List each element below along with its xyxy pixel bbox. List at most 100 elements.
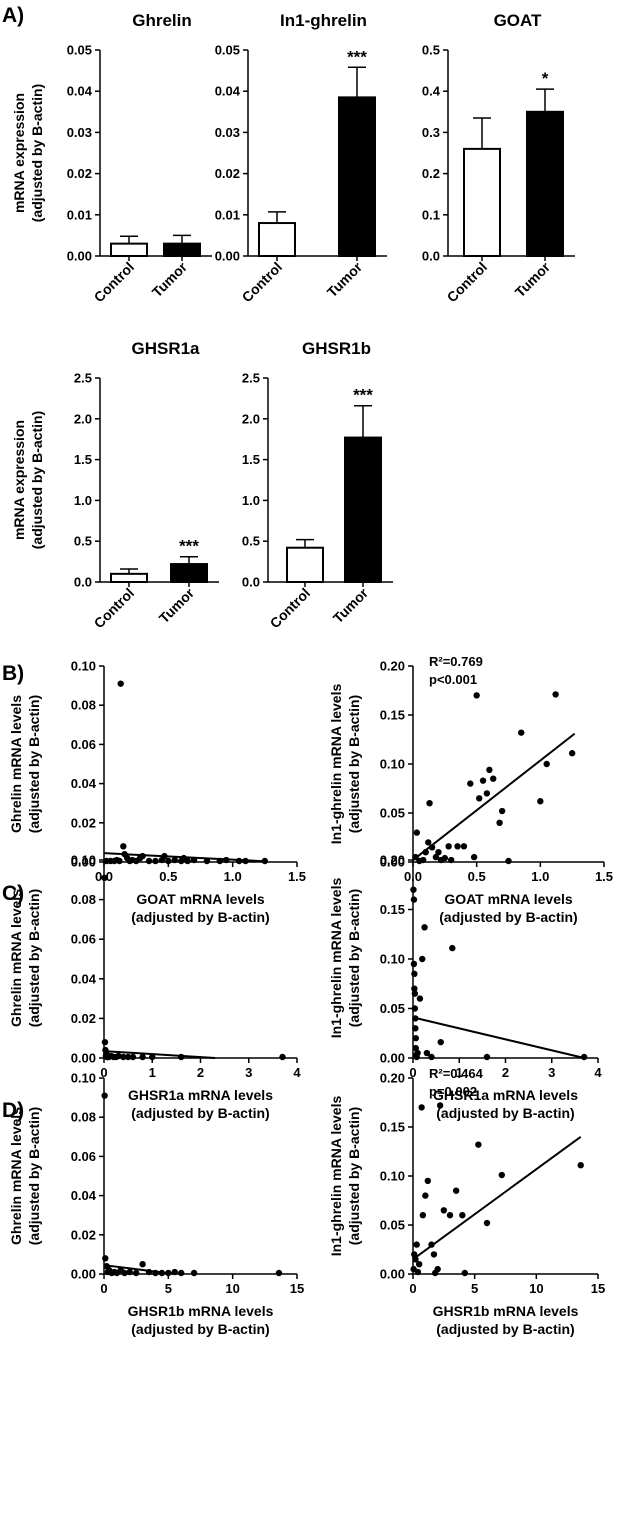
bar <box>338 96 376 257</box>
data-point <box>486 766 493 774</box>
y-tick-label: 0.15 <box>380 1120 405 1135</box>
panel-label-d: D) <box>2 1099 24 1122</box>
x-tick-label: Control <box>239 259 286 306</box>
data-point <box>413 829 421 836</box>
stat-annotation: R²=0.769 <box>429 654 483 669</box>
x-tick-label: 2 <box>502 1065 509 1080</box>
x-tick-label: 15 <box>290 1281 304 1296</box>
data-point <box>411 970 418 978</box>
stat-annotation: p=0.002 <box>429 1084 477 1099</box>
bar-ghsr1b: GHSR1b 0.0 0.5 1.0 1.5 2.0 2.5 Control Tumor *** <box>242 339 393 631</box>
data-point <box>101 874 108 882</box>
x-tick-label: Tumor <box>149 258 191 300</box>
data-point <box>411 985 418 992</box>
data-point <box>476 795 483 802</box>
y-tick-label: 0.04 <box>71 971 97 986</box>
y-tick-label: 2.0 <box>74 411 92 426</box>
data-point <box>437 1038 444 1046</box>
y-tick-label: 0.00 <box>380 1267 405 1282</box>
y-tick-label: 0.10 <box>71 1071 96 1086</box>
data-point <box>461 1269 468 1277</box>
bar-in1: In1-ghrelin 0.00 0.01 0.02 0.03 0.04 0.05 Contr… <box>215 11 387 305</box>
significance-label: * <box>542 69 549 88</box>
data-point <box>410 960 418 968</box>
data-point <box>410 886 417 893</box>
y-tick-label: 0.02 <box>215 166 240 181</box>
y-tick-label: 0.03 <box>67 125 92 140</box>
y-tick-label: 0.04 <box>71 776 97 791</box>
data-point <box>419 1212 427 1219</box>
y-tick-label: 0.15 <box>380 708 405 723</box>
data-point <box>178 1053 185 1061</box>
x-axis-label: (adjusted by B-actin) <box>131 909 269 925</box>
y-axis-label: (adjusted by B-actin) <box>29 411 45 549</box>
x-tick-label: Tumor <box>156 584 198 626</box>
y-tick-label: 0.00 <box>380 1051 405 1066</box>
data-point <box>475 1141 482 1148</box>
data-point <box>139 852 146 860</box>
y-axis-label: In1-ghrelin mRNA levels <box>328 878 344 1039</box>
data-point <box>426 800 433 807</box>
data-point <box>543 760 550 768</box>
regression-line <box>412 1135 582 1261</box>
data-point <box>432 853 440 861</box>
y-tick-label: 0.05 <box>380 1001 405 1016</box>
x-tick-label: Tumor <box>324 258 366 300</box>
y-tick-label: 0.5 <box>422 43 440 58</box>
data-point <box>446 1212 454 1219</box>
data-point <box>430 1251 438 1258</box>
data-point <box>435 849 442 856</box>
x-axis-label: (adjusted by B-actin) <box>436 1105 574 1121</box>
chart-title: GOAT <box>494 11 542 30</box>
y-tick-label: 0.20 <box>380 1071 405 1086</box>
data-point <box>448 856 455 864</box>
x-tick-label: 1.0 <box>531 869 549 884</box>
data-point <box>102 1255 109 1262</box>
data-point <box>190 1269 198 1277</box>
y-tick-label: 0.10 <box>380 757 405 772</box>
data-point <box>428 1053 435 1061</box>
data-point <box>577 1162 584 1169</box>
y-tick-label: 0.10 <box>380 952 405 967</box>
y-tick-label: 0.20 <box>380 853 405 868</box>
y-tick-label: 0.04 <box>67 84 93 99</box>
data-point <box>171 1268 178 1276</box>
data-point <box>413 1241 420 1248</box>
x-tick-label: 4 <box>293 1065 301 1080</box>
x-axis-label: GOAT mRNA levels <box>444 891 573 907</box>
chart-title: GHSR1a <box>131 339 200 358</box>
x-tick-label: 1 <box>149 1065 156 1080</box>
y-tick-label: 0.06 <box>71 1149 96 1164</box>
x-tick-label: Control <box>91 259 138 306</box>
data-point <box>498 807 506 815</box>
y-tick-label: 0.08 <box>71 698 96 713</box>
data-point <box>552 691 559 698</box>
data-point <box>161 852 168 860</box>
data-point <box>460 843 468 850</box>
y-tick-label: 0.0 <box>422 249 440 264</box>
y-axis-label: (adjusted by B-actin) <box>26 1107 42 1245</box>
data-point <box>415 1261 423 1268</box>
data-point <box>411 1005 419 1012</box>
x-axis-label: GHSR1a mRNA levels <box>128 1087 273 1103</box>
bar <box>344 436 382 583</box>
y-tick-label: 0.08 <box>71 892 96 907</box>
data-point <box>104 1268 112 1276</box>
x-tick-label: 0 <box>100 1065 107 1080</box>
data-point <box>432 1269 439 1277</box>
data-point <box>124 1053 132 1061</box>
bar-ghrelin: Ghrelin 0.00 0.01 0.02 0.03 0.04 0.05 Control Tu… <box>11 11 212 305</box>
data-point <box>152 857 159 865</box>
y-tick-label: 0.2 <box>422 166 440 181</box>
x-tick-label: 3 <box>245 1065 252 1080</box>
x-tick-label: 0.5 <box>159 869 177 884</box>
y-tick-label: 0.00 <box>215 249 240 264</box>
data-point <box>126 1268 133 1276</box>
data-point <box>470 853 478 861</box>
x-tick-label: 1.5 <box>288 869 306 884</box>
x-axis-label: (adjusted by B-actin) <box>131 1321 269 1337</box>
x-tick-label: 5 <box>471 1281 478 1296</box>
y-tick-label: 2.0 <box>242 411 260 426</box>
data-point <box>428 1241 435 1248</box>
